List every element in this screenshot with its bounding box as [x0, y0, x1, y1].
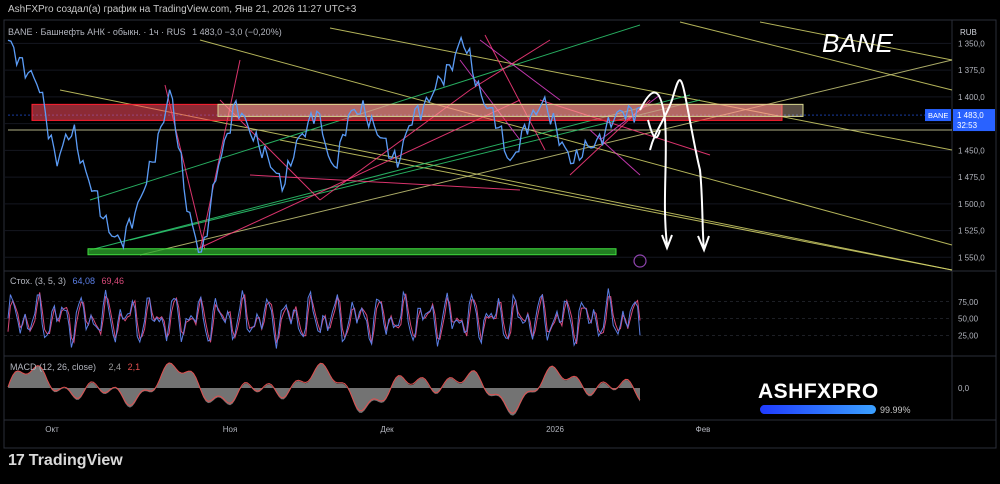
time-tick-label: Ноя — [223, 425, 238, 434]
macd-histogram — [8, 362, 640, 416]
price-line — [7, 35, 641, 254]
hand-drawn-projection — [633, 79, 710, 268]
price-series — [7, 35, 641, 254]
brand-percent: 99.99% — [880, 405, 911, 415]
projection-stroke — [647, 119, 661, 139]
time-tick-label: 2026 — [546, 425, 564, 434]
price-change: 1 483,0 −3,0 (−0,20%) — [192, 27, 282, 37]
time-tick-label: Фев — [696, 425, 711, 434]
price-tick-label: 1 400,0 — [958, 93, 985, 102]
price-tick-label: 1 450,0 — [958, 146, 985, 155]
brand-progress-fill — [760, 405, 876, 414]
tradingview-wordmark: TradingView — [28, 452, 123, 469]
macd-signal-value: 2,1 — [127, 362, 141, 372]
macd-name: MACD (12, 26, close) — [10, 362, 97, 372]
time-tick-label: Окт — [45, 425, 59, 434]
stoch-tick-label: 25,00 — [958, 331, 979, 340]
trend-line — [139, 59, 953, 256]
brand-watermark: ASHFXPRO — [758, 380, 879, 403]
trend-line — [199, 39, 953, 246]
trend-line — [194, 99, 521, 251]
macd-signal-line — [7, 362, 641, 414]
price-tick-label: 1 350,0 — [958, 39, 985, 48]
trend-line — [469, 39, 551, 91]
macd-legend[interactable]: MACD (12, 26, close) 2,4 2,1 — [10, 362, 140, 372]
trend-line — [679, 21, 953, 91]
time-tick-label: Дек — [380, 425, 394, 434]
stoch-name: Стох. (3, 5, 3) — [10, 276, 66, 286]
brand-progress — [760, 405, 876, 414]
price-tick-label: 1 500,0 — [958, 200, 985, 209]
stoch-k-line — [7, 288, 641, 349]
trend-line — [759, 21, 953, 61]
stoch-d-line — [7, 292, 641, 345]
macd-tick-label: 0,0 — [958, 384, 970, 393]
trend-line — [279, 139, 953, 271]
lightning-icon — [633, 254, 647, 268]
stoch-tick-label: 75,00 — [958, 298, 979, 307]
currency-label: RUB — [960, 28, 977, 37]
trend-line — [459, 59, 521, 141]
ticker-annotation: BANE — [822, 28, 893, 58]
price-tag: 1 483,0 — [957, 111, 984, 120]
trendline-drawings[interactable] — [8, 21, 953, 271]
price-tag-timer: 32:53 — [957, 121, 978, 130]
chart-author-header: AshFXPro создал(а) график на TradingView… — [8, 4, 357, 15]
projection-arrow-down-1 — [639, 91, 673, 251]
resistance-zone-highlight — [217, 103, 804, 117]
symbol-description: BANE · Башнефть АНК - обыкн. · 1ч · RUS — [8, 27, 186, 37]
chart-frame — [3, 19, 997, 449]
grid — [4, 42, 952, 258]
symbol-tag-bg — [925, 109, 951, 122]
trend-line — [484, 34, 546, 151]
stoch-tick-label: 50,00 — [958, 315, 979, 324]
trend-line — [129, 99, 701, 241]
symbol-legend[interactable]: BANE · Башнефть АНК - обыкн. · 1ч · RUS … — [8, 27, 282, 37]
stochastic-series — [4, 288, 952, 349]
price-tick-label: 1 525,0 — [958, 227, 985, 236]
projection-arrow-down-2 — [649, 79, 710, 253]
macd-value: 2,4 — [108, 362, 122, 372]
stoch-d-value: 69,46 — [101, 276, 125, 286]
macd-series — [7, 362, 641, 416]
tradingview-mark-icon: 17 — [8, 452, 25, 469]
symbol-tag: BANE — [928, 111, 948, 120]
price-tick-label: 1 550,0 — [958, 253, 985, 262]
price-tick-label: 1 375,0 — [958, 66, 985, 75]
stoch-k-value: 64,08 — [72, 276, 95, 286]
axes: 1 550,01 525,01 500,01 475,01 450,01 425… — [45, 28, 995, 434]
price-tag-bg — [953, 109, 995, 132]
trend-line — [199, 59, 241, 251]
support-zone — [87, 248, 617, 256]
trend-line — [249, 174, 521, 191]
tradingview-logo[interactable]: 17 TradingView — [8, 452, 123, 470]
stochastic-legend[interactable]: Стох. (3, 5, 3) 64,08 69,46 — [10, 276, 124, 286]
trend-line — [479, 39, 561, 101]
price-tick-label: 1 475,0 — [958, 173, 985, 182]
